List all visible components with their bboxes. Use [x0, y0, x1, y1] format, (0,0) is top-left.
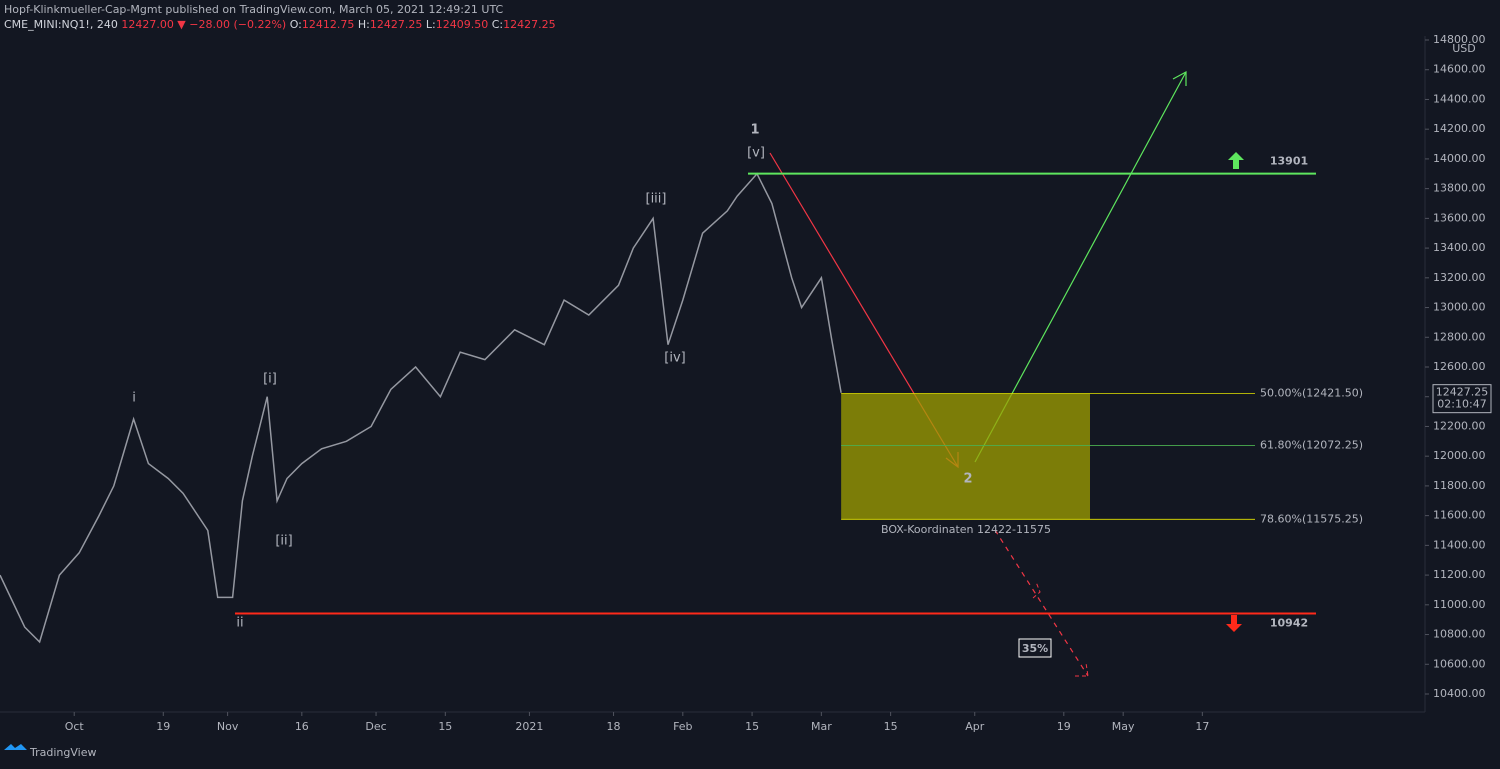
percent-label: 35% [1022, 642, 1048, 655]
x-tick-label: 2021 [515, 720, 543, 733]
y-tick-label: 12800.00 [1433, 330, 1486, 343]
y-tick-label: 14800.00 [1433, 33, 1486, 46]
y-tick-label: 11200.00 [1433, 568, 1486, 581]
wave-label: [iii] [646, 192, 667, 207]
x-tick-label: 19 [1057, 720, 1071, 733]
publisher: Hopf-Klinkmueller-Cap-Mgmt published on … [4, 3, 504, 16]
x-tick-label: 19 [156, 720, 170, 733]
wave-label: [iv] [664, 351, 685, 366]
y-tick-label: 14000.00 [1433, 152, 1486, 165]
currency: USD [1452, 42, 1476, 55]
y-tick-label: 12200.00 [1433, 419, 1486, 432]
ohlc-key: H: [358, 18, 370, 31]
y-tick-label: 11000.00 [1433, 598, 1486, 611]
wave-label: ii [236, 616, 243, 631]
x-tick-label: Nov [217, 720, 239, 733]
wave-label: [i] [263, 372, 277, 387]
y-tick-label: 13800.00 [1433, 182, 1486, 195]
y-tick-label: 11400.00 [1433, 538, 1486, 551]
symbol: CME_MINI:NQ1!, 240 [4, 18, 118, 31]
x-tick-label: Mar [811, 720, 832, 733]
wave-label: [ii] [275, 534, 292, 549]
arrow-head [1032, 581, 1041, 599]
x-tick-label: Feb [673, 720, 692, 733]
y-tick-label: 10400.00 [1433, 687, 1486, 700]
wave-label: [v] [747, 146, 765, 161]
change: 12427.00 ▼ −28.00 (−0.22%) [121, 18, 286, 31]
y-tick-label: 12600.00 [1433, 360, 1486, 373]
price-tag [1432, 384, 1492, 414]
y-tick-label: 11800.00 [1433, 479, 1486, 492]
ohlc-key: C: [492, 18, 503, 31]
price-tag-label: 12427.25 [1436, 386, 1489, 399]
fib-label: 78.60%(11575.25) [1260, 512, 1363, 525]
arrow-head [1075, 662, 1089, 677]
y-tick-label: 14400.00 [1433, 92, 1486, 105]
y-tick-label: 13000.00 [1433, 301, 1486, 314]
dashed-arrow [994, 529, 1089, 677]
logo [4, 744, 27, 750]
ohlc-value: 12412.75 [302, 18, 355, 31]
x-tick-label: Oct [65, 720, 85, 733]
x-tick-label: Apr [965, 720, 985, 733]
down-icon [1226, 615, 1242, 632]
price-line [0, 172, 842, 644]
countdown: 02:10:47 [1437, 398, 1486, 411]
y-tick-label: 13400.00 [1433, 241, 1486, 254]
x-tick-label: 18 [607, 720, 621, 733]
x-tick-label: 16 [295, 720, 309, 733]
y-tick-label: 14600.00 [1433, 63, 1486, 76]
level-label: 13901 [1270, 155, 1308, 168]
fib-box [841, 393, 1090, 520]
fib-label: 61.80%(12072.25) [1260, 438, 1363, 451]
y-tick-label: 13200.00 [1433, 271, 1486, 284]
annotations: 1 [v] [iii] [iv] [i] [ii] i ii 2 BOX-Koo… [132, 123, 1052, 658]
x-tick-label: 17 [1195, 720, 1209, 733]
ohlc-value: 12427.25 [370, 18, 423, 31]
x-tick-label: Dec [365, 720, 386, 733]
wave-label: 2 [963, 472, 972, 487]
arrow-head [1172, 70, 1187, 86]
brand: TradingView [29, 746, 96, 759]
y-tick-label: 10800.00 [1433, 628, 1486, 641]
x-tick-label: May [1112, 720, 1135, 733]
y-tick-label: 10600.00 [1433, 657, 1486, 670]
y-tick-label: 14200.00 [1433, 122, 1486, 135]
symbol-line: CME_MINI:NQ1!, 240 12427.00 ▼ −28.00 (−0… [4, 18, 556, 31]
ohlc-key: O: [290, 18, 302, 31]
up-icon [1228, 152, 1244, 169]
wave-label: i [132, 391, 136, 406]
x-tick-label: 15 [884, 720, 898, 733]
y-tick-label: 13600.00 [1433, 211, 1486, 224]
y-tick-label: 12000.00 [1433, 449, 1486, 462]
box-label: BOX-Koordinaten 12422-11575 [881, 523, 1051, 536]
y-tick-label: 11600.00 [1433, 509, 1486, 522]
x-tick-label: 15 [745, 720, 759, 733]
ohlc-value: 12427.25 [503, 18, 556, 31]
level-label: 10942 [1270, 616, 1308, 629]
percent-box [1018, 638, 1052, 658]
ohlc-key: L: [426, 18, 436, 31]
ohlc-value: 12409.50 [436, 18, 489, 31]
fib-label: 50.00%(12421.50) [1260, 387, 1363, 400]
x-tick-label: 15 [438, 720, 452, 733]
wave-label: 1 [750, 123, 759, 138]
